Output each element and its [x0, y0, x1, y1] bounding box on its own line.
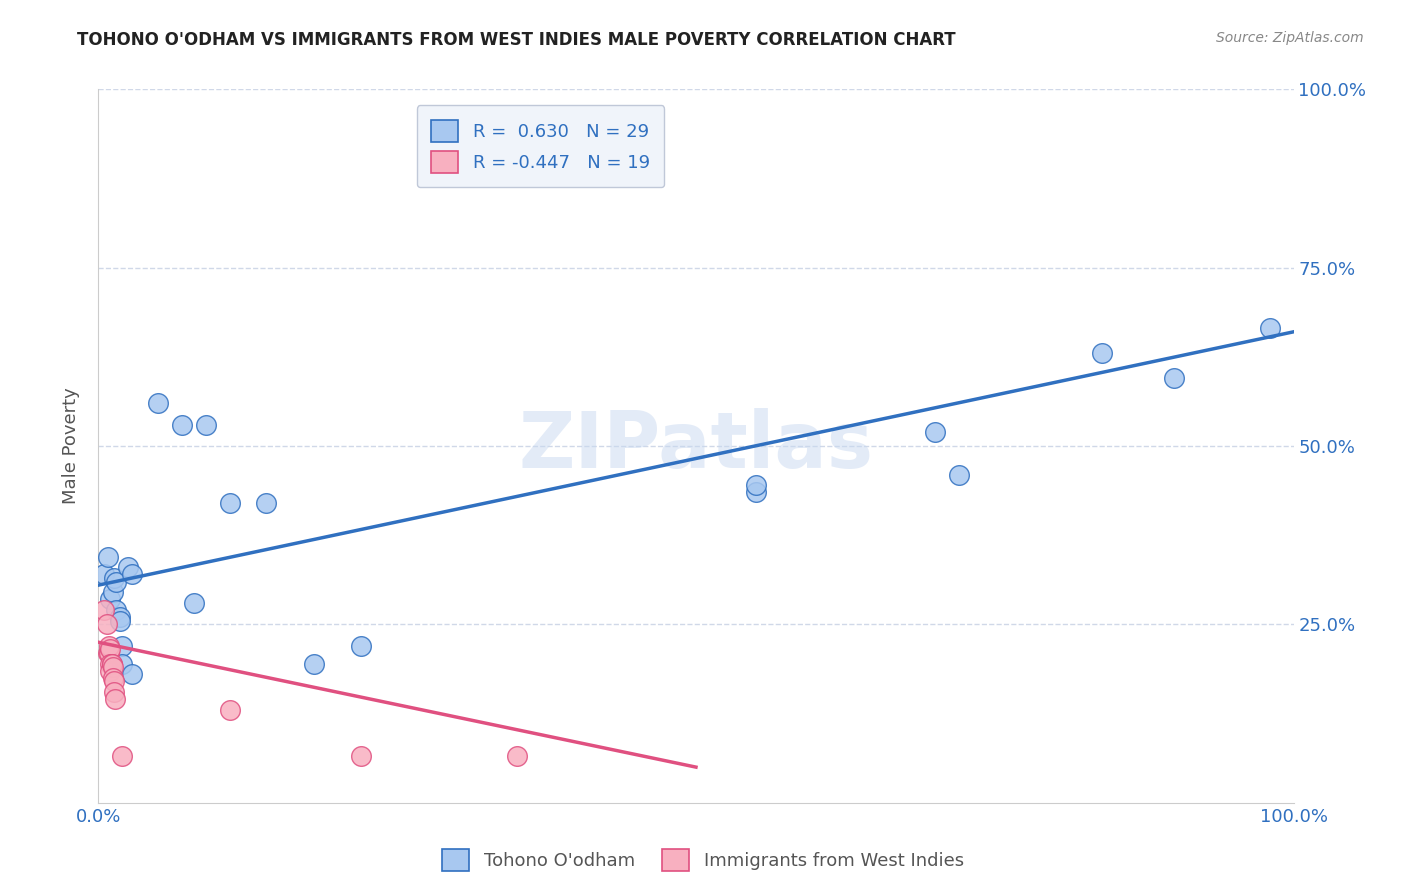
Point: [111, 749, 134, 764]
Point: [98, 642, 122, 657]
Point: [121, 667, 143, 681]
Point: [98, 646, 121, 660]
Point: [111, 657, 134, 671]
Point: [1163, 371, 1185, 385]
Legend: R =  0.630   N = 29, R = -0.447   N = 19: R = 0.630 N = 29, R = -0.447 N = 19: [416, 105, 665, 187]
Point: [111, 639, 134, 653]
Point: [98, 664, 122, 678]
Point: [506, 749, 529, 764]
Point: [101, 671, 124, 685]
Point: [219, 703, 242, 717]
Text: ZIPatlas: ZIPatlas: [519, 408, 873, 484]
Point: [350, 639, 373, 653]
Point: [172, 417, 194, 432]
Point: [103, 571, 125, 585]
Point: [745, 478, 768, 492]
Point: [745, 485, 768, 500]
Point: [148, 396, 170, 410]
Point: [924, 425, 946, 439]
Legend: Tohono O'odham, Immigrants from West Indies: Tohono O'odham, Immigrants from West Ind…: [434, 842, 972, 879]
Point: [100, 657, 122, 671]
Point: [105, 603, 128, 617]
Point: [96, 617, 118, 632]
Point: [183, 596, 205, 610]
Point: [101, 585, 124, 599]
Point: [302, 657, 325, 671]
Point: [108, 610, 131, 624]
Point: [1091, 346, 1114, 360]
Point: [101, 660, 124, 674]
Point: [105, 574, 128, 589]
Point: [1258, 321, 1281, 335]
Point: [108, 614, 131, 628]
Point: [103, 674, 125, 689]
Point: [195, 417, 218, 432]
Point: [948, 467, 970, 482]
Point: [93, 567, 115, 582]
Point: [121, 567, 143, 582]
Point: [98, 639, 121, 653]
Text: Source: ZipAtlas.com: Source: ZipAtlas.com: [1216, 31, 1364, 45]
Point: [104, 692, 127, 706]
Point: [254, 496, 277, 510]
Point: [350, 749, 373, 764]
Point: [93, 603, 115, 617]
Point: [98, 657, 122, 671]
Point: [103, 685, 125, 699]
Text: TOHONO O'ODHAM VS IMMIGRANTS FROM WEST INDIES MALE POVERTY CORRELATION CHART: TOHONO O'ODHAM VS IMMIGRANTS FROM WEST I…: [77, 31, 956, 49]
Point: [100, 657, 122, 671]
Point: [117, 560, 139, 574]
Point: [219, 496, 242, 510]
Point: [97, 646, 120, 660]
Point: [98, 592, 122, 607]
Point: [97, 549, 120, 564]
Y-axis label: Male Poverty: Male Poverty: [62, 388, 80, 504]
